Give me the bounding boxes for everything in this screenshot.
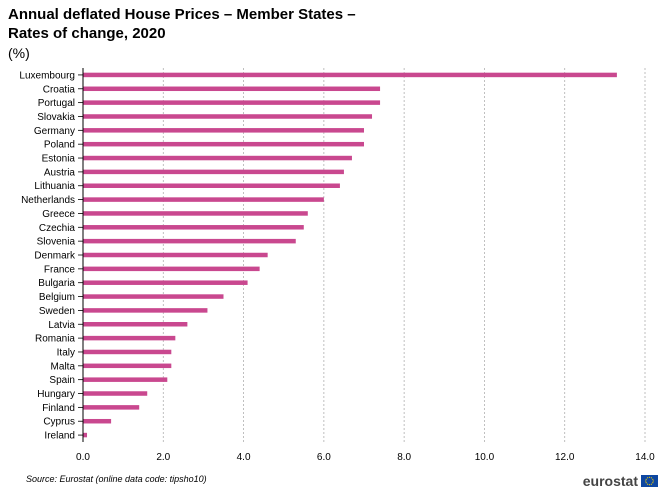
- bar: [83, 335, 176, 341]
- x-tick-label: 0.0: [76, 452, 90, 463]
- eurostat-logo: eurostat: [583, 472, 658, 490]
- category-label: Denmark: [34, 251, 76, 262]
- category-label: Croatia: [43, 84, 76, 95]
- source-note: Source: Eurostat (online data code: tips…: [26, 474, 207, 484]
- bar: [83, 155, 352, 161]
- bar: [83, 169, 344, 175]
- category-label: Ireland: [44, 431, 75, 442]
- chart-unit: (%): [8, 45, 30, 61]
- category-label: Belgium: [39, 292, 75, 303]
- x-tick-label: 14.0: [635, 452, 655, 463]
- category-label: France: [44, 264, 76, 275]
- category-label: Austria: [44, 167, 76, 178]
- bar: [83, 322, 188, 327]
- category-label: Greece: [42, 209, 75, 220]
- bar: [83, 294, 224, 299]
- x-tick-label: 10.0: [475, 452, 495, 463]
- chart-title-line-1: Annual deflated House Prices – Member St…: [8, 6, 356, 23]
- category-label: Bulgaria: [38, 278, 75, 289]
- bar: [83, 391, 148, 396]
- bar: [83, 377, 168, 382]
- category-label: Sweden: [39, 306, 75, 317]
- category-label: Malta: [51, 361, 76, 372]
- x-tick-label: 6.0: [317, 452, 331, 463]
- eu-flag-icon: [641, 475, 658, 487]
- category-label: Hungary: [37, 389, 75, 400]
- x-tick-label: 2.0: [156, 452, 170, 463]
- bar: [83, 405, 140, 410]
- category-label: Czechia: [39, 223, 76, 234]
- bar: [83, 114, 373, 119]
- category-label: Finland: [42, 403, 75, 414]
- bar: [83, 418, 112, 424]
- bar: [83, 128, 364, 133]
- x-tick-label: 4.0: [237, 452, 251, 463]
- bar: [83, 363, 172, 369]
- bar: [83, 211, 308, 216]
- category-label: Poland: [44, 140, 75, 151]
- bar: [83, 72, 617, 78]
- category-label: Portugal: [38, 98, 75, 109]
- category-label: Latvia: [48, 320, 75, 331]
- bar: [83, 280, 248, 285]
- bar: [83, 308, 208, 313]
- category-label: Cyprus: [43, 417, 75, 428]
- bar: [83, 349, 172, 355]
- bar: [83, 432, 88, 438]
- category-label: Luxembourg: [19, 70, 75, 81]
- bar: [83, 141, 364, 147]
- category-label: Lithuania: [34, 181, 75, 192]
- category-label: Spain: [49, 375, 75, 386]
- bar: [83, 238, 296, 244]
- bar: [83, 225, 304, 230]
- category-label: Estonia: [42, 154, 76, 165]
- chart-title-line-2: Rates of change, 2020: [8, 25, 166, 42]
- category-label: Germany: [34, 126, 75, 137]
- bar: [83, 252, 268, 258]
- bar: [83, 86, 381, 92]
- bar: [83, 183, 340, 188]
- x-tick-label: 8.0: [397, 452, 411, 463]
- bar: [83, 100, 381, 105]
- bar: [83, 197, 324, 202]
- category-label: Slovenia: [37, 237, 76, 248]
- logo-text: eurostat: [582, 473, 638, 489]
- bar: [83, 266, 260, 272]
- x-tick-label: 12.0: [555, 452, 575, 463]
- category-label: Netherlands: [21, 195, 75, 206]
- category-label: Romania: [35, 334, 75, 345]
- category-label: Italy: [57, 347, 75, 358]
- category-label: Slovakia: [37, 112, 75, 123]
- chart-title: Annual deflated House Prices – Member St…: [8, 5, 568, 43]
